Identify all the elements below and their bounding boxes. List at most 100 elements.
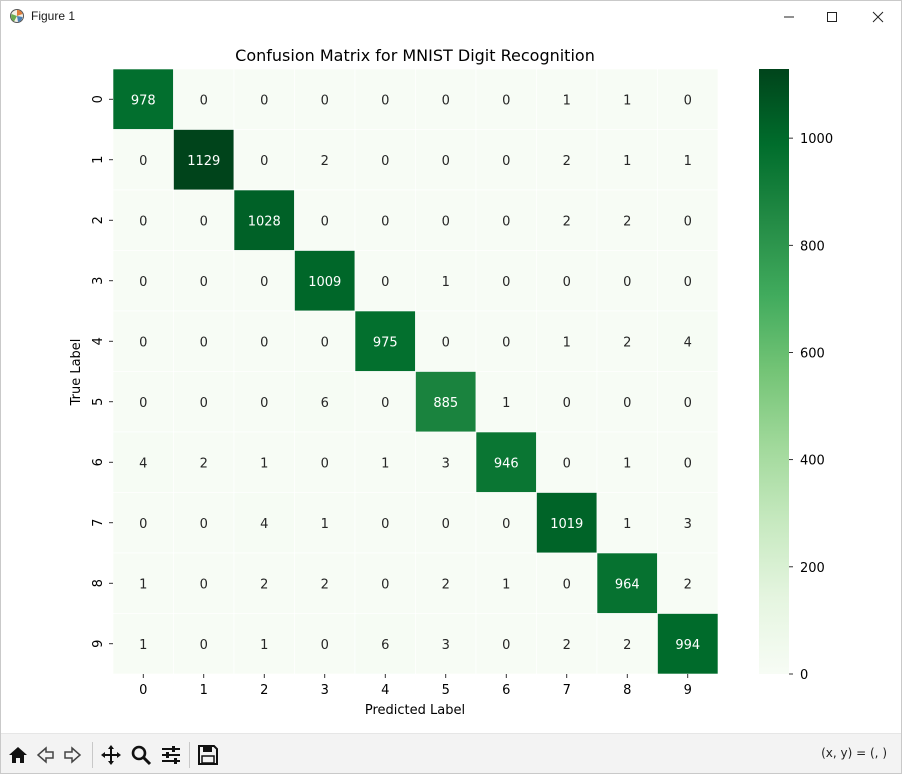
chart-title: Confusion Matrix for MNIST Digit Recogni…: [235, 46, 595, 65]
colorbar-tick-label: 800: [800, 239, 825, 254]
cell-value-label: 1129: [187, 154, 220, 169]
figure-canvas[interactable]: 978 0 0 0 0 0 0 1 1 0 0 1129 0 2 0 0 0 2 1 1 0 0 1028 0 0 0 0 2 2 0 0 0…: [1, 32, 901, 733]
y-tick-label: 7: [91, 519, 106, 527]
heatmap-cell: [415, 552, 477, 614]
forward-button[interactable]: [60, 742, 86, 768]
heatmap-cell: [294, 129, 356, 191]
cell-value-label: 2: [321, 154, 329, 169]
x-tick-label: 2: [260, 683, 268, 698]
heatmap-cell: [233, 68, 295, 130]
cell-value-label: 2: [260, 577, 268, 592]
heatmap-cell: [112, 492, 174, 554]
save-button[interactable]: [195, 742, 221, 768]
cell-value-label: 3: [442, 456, 450, 471]
minimize-button[interactable]: [766, 1, 812, 32]
cell-value-label: 0: [321, 214, 329, 229]
heatmap-cell: [415, 189, 477, 251]
cell-value-label: 0: [260, 275, 268, 290]
pan-button[interactable]: [98, 742, 124, 768]
cell-value-label: 1: [321, 517, 329, 532]
cell-value-label: 1: [623, 154, 631, 169]
heatmap-cell: [415, 68, 477, 130]
cell-value-label: 1: [260, 638, 268, 653]
cell-value-label: 0: [321, 456, 329, 471]
cursor-coordinates: (x, y) = (, ): [821, 746, 887, 760]
cell-value-label: 0: [563, 275, 571, 290]
x-axis-label: Predicted Label: [365, 703, 465, 718]
cell-value-label: 1: [684, 154, 692, 169]
zoom-button[interactable]: [128, 742, 154, 768]
heatmap-cell: [536, 68, 598, 130]
heatmap-cell: [112, 552, 174, 614]
cell-value-label: 0: [442, 517, 450, 532]
cell-value-label: 0: [139, 517, 147, 532]
heatmap-cell: [596, 371, 658, 433]
heatmap-cell: [112, 189, 174, 251]
cell-value-label: 0: [260, 154, 268, 169]
cell-value-label: 1: [139, 577, 147, 592]
heatmap-cell: [354, 492, 416, 554]
heatmap-cell: [596, 613, 658, 675]
cell-value-label: 1: [623, 456, 631, 471]
heatmap-cell: [173, 431, 235, 493]
cell-value-label: 0: [502, 93, 510, 108]
heatmap-cell: [415, 613, 477, 675]
forward-arrow-icon: [64, 746, 82, 764]
y-tick-label: 8: [91, 579, 106, 587]
cell-value-label: 1: [563, 93, 571, 108]
cell-value-label: 0: [200, 577, 208, 592]
heatmap-cell: [354, 310, 416, 372]
cell-value-label: 0: [381, 93, 389, 108]
toolbar-separator: [92, 742, 93, 768]
heatmap-cell: [536, 129, 598, 191]
cell-value-label: 0: [623, 275, 631, 290]
heatmap-cell: [233, 129, 295, 191]
matplotlib-figure-icon: [10, 9, 24, 23]
cell-value-label: 0: [139, 335, 147, 350]
cell-value-label: 1009: [308, 275, 341, 290]
cell-value-label: 3: [442, 638, 450, 653]
heatmap-cell: [475, 613, 537, 675]
cell-value-label: 0: [200, 517, 208, 532]
cell-value-label: 1: [563, 335, 571, 350]
cell-value-label: 0: [502, 335, 510, 350]
cell-value-label: 4: [260, 517, 268, 532]
heatmap-cell: [294, 371, 356, 433]
heatmap-cell: [415, 250, 477, 312]
heatmap-cell: [536, 250, 598, 312]
heatmap-cell: [233, 310, 295, 372]
y-tick-label: 0: [91, 95, 106, 103]
close-button[interactable]: [855, 1, 901, 32]
cell-value-label: 0: [502, 638, 510, 653]
cell-value-label: 0: [684, 456, 692, 471]
cell-value-label: 4: [684, 335, 692, 350]
heatmap-cell: [536, 431, 598, 493]
configure-subplots-button[interactable]: [158, 742, 184, 768]
heatmap-cell: [475, 310, 537, 372]
cell-value-label: 1: [381, 456, 389, 471]
maximize-button[interactable]: [809, 1, 855, 32]
back-button[interactable]: [32, 742, 58, 768]
toolbar-separator: [189, 742, 190, 768]
cell-value-label: 6: [381, 638, 389, 653]
heatmap-cell: [233, 431, 295, 493]
cell-value-label: 994: [675, 638, 700, 653]
heatmap-cell: [536, 371, 598, 433]
cell-value-label: 0: [381, 577, 389, 592]
cell-value-label: 2: [623, 335, 631, 350]
cell-value-label: 1: [442, 275, 450, 290]
heatmap-cell: [294, 613, 356, 675]
cell-value-label: 1028: [248, 214, 281, 229]
cell-value-label: 0: [502, 517, 510, 532]
home-button[interactable]: [5, 742, 31, 768]
cell-value-label: 1: [502, 396, 510, 411]
heatmap-cell: [596, 310, 658, 372]
heatmap-cell: [657, 129, 719, 191]
cell-value-label: 0: [684, 275, 692, 290]
heatmap-cell: [596, 492, 658, 554]
heatmap-cell: [354, 371, 416, 433]
heatmap-cell: [475, 250, 537, 312]
save-floppy-icon: [198, 745, 218, 765]
pan-move-icon: [101, 745, 121, 765]
heatmap-cell: [294, 189, 356, 251]
